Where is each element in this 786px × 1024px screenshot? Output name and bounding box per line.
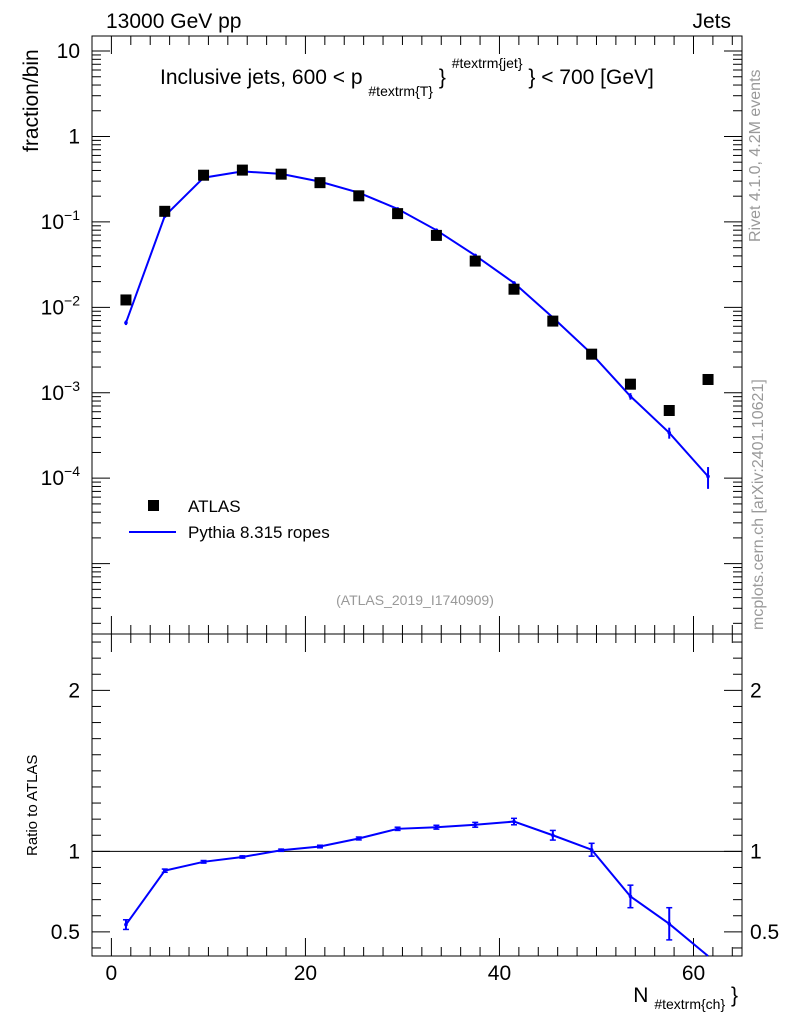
title-tail: } < 700 [GeV]: [528, 66, 654, 89]
mc-point: [667, 430, 672, 435]
mcplots-reference-label: mcplots.cern.ch [arXiv:2401.10621]: [750, 379, 767, 630]
mc-point: [628, 394, 633, 399]
x-tick-label: 60: [682, 962, 705, 985]
ratio-point: [512, 819, 516, 824]
atlas-data-point: [236, 164, 248, 176]
ratio-point: [473, 822, 478, 827]
main-y-tick-label: 10−3: [41, 378, 81, 405]
atlas-data-point: [275, 168, 287, 180]
svg-text:Inclusive jets, 600 < p: Inclusive jets, 600 < p #textrm{T} } #te…: [160, 50, 654, 101]
main-panel-frame: [91, 35, 743, 635]
atlas-data-point: [430, 229, 442, 241]
energy-label: 13000 GeV pp: [106, 10, 241, 33]
main-y-tick-labels: 10 1 10−1 10−2 10−3 10−4: [41, 40, 81, 490]
plot-title: Inclusive jets, 600 < p #textrm{T} } #te…: [160, 50, 654, 101]
ratio-y-tick-label-left: 0.5: [51, 921, 80, 944]
atlas-data-point: [198, 169, 210, 181]
main-panel-ticks: [92, 36, 742, 634]
x-tick-label: 0: [106, 962, 118, 985]
ratio-y-tick-labels: 0.5 0.5 1 1 2 2: [51, 679, 779, 944]
ratio-point: [395, 827, 400, 831]
x-tick-label: 40: [488, 962, 511, 985]
x-axis-label: N #textrm{ch} }: [633, 984, 738, 1014]
ratio-point: [318, 844, 322, 849]
data-series-main: [120, 164, 714, 416]
ratio-y-tick-label-left: 2: [68, 679, 80, 702]
ratio-y-axis-label: Ratio to ATLAS: [24, 755, 41, 856]
x-axis-label-close: }: [731, 984, 738, 1007]
ratio-y-tick-label-right: 0.5: [750, 921, 779, 944]
ratio-point: [434, 825, 439, 829]
ratio-point: [240, 855, 245, 859]
atlas-data-point: [353, 190, 365, 202]
atlas-data-point: [547, 315, 559, 327]
title-superscript: #textrm{jet}: [452, 55, 523, 71]
ratio-point: [201, 860, 206, 864]
legend: ATLAS Pythia 8.315 ropes: [129, 497, 330, 542]
x-axis-label-main: N: [633, 984, 648, 1007]
legend-label-pythia: Pythia 8.315 ropes: [188, 523, 330, 542]
process-label: Jets: [692, 10, 731, 33]
mc-point: [124, 320, 128, 325]
legend-marker-atlas: [148, 500, 159, 511]
atlas-data-point: [314, 177, 326, 189]
atlas-data-point: [624, 378, 636, 390]
ratio-point: [356, 836, 361, 841]
legend-label-atlas: ATLAS: [188, 497, 241, 516]
ratio-y-tick-label-left: 1: [68, 840, 80, 863]
main-y-tick-label: 1: [68, 125, 80, 148]
mc-series-ratio: [122, 817, 709, 957]
main-y-tick-label: 10−1: [41, 207, 81, 234]
ratio-y-tick-label-right: 2: [750, 679, 762, 702]
main-panel: 10 1 10−1 10−2 10−3 10−4 fraction/bin Inclusi…: [20, 35, 743, 635]
atlas-data-point: [392, 208, 404, 220]
ratio-point: [279, 848, 283, 853]
main-y-tick-label: 10−4: [41, 463, 81, 490]
ratio-y-tick-label-right: 1: [750, 840, 762, 863]
ratio-point: [124, 922, 128, 927]
ratio-point: [589, 847, 594, 852]
mc-series-main: [124, 169, 710, 489]
ratio-point: [162, 868, 167, 873]
title-close-sub: }: [439, 66, 446, 89]
atlas-data-point: [702, 373, 714, 385]
ratio-point: [667, 922, 672, 926]
atlas-data-point: [508, 283, 520, 295]
rivet-version-label: Rivet 4.1.0, 4.2M events: [747, 69, 764, 242]
x-axis-label-sub: #textrm{ch}: [654, 996, 725, 1012]
main-y-tick-label: 10−2: [41, 292, 81, 319]
atlas-data-point: [663, 404, 675, 416]
ratio-point: [551, 833, 555, 838]
main-y-tick-label: 10: [57, 40, 80, 63]
x-tick-labels: 0 20 40 60: [106, 962, 706, 985]
ratio-mc-line: [125, 820, 709, 957]
title-subscript: #textrm{T}: [368, 83, 433, 99]
atlas-data-point: [469, 255, 481, 267]
ratio-point: [628, 894, 633, 899]
x-tick-label: 20: [294, 962, 317, 985]
ratio-panel: 0.5 0.5 1 1 2 2 0 20 40 60 Ratio to ATLAS N #tex…: [24, 633, 779, 1014]
atlas-data-point: [120, 294, 132, 306]
atlas-data-point: [586, 348, 598, 360]
title-main: Inclusive jets, 600 < p: [160, 66, 363, 89]
ratio-panel-frame: [91, 633, 743, 957]
mc-point: [706, 474, 710, 479]
atlas-data-point: [159, 205, 171, 217]
mc-line: [125, 170, 709, 478]
analysis-id-label: (ATLAS_2019_I1740909): [336, 592, 494, 608]
ratio-panel-ticks: [92, 634, 742, 956]
main-y-axis-label: fraction/bin: [20, 49, 43, 152]
